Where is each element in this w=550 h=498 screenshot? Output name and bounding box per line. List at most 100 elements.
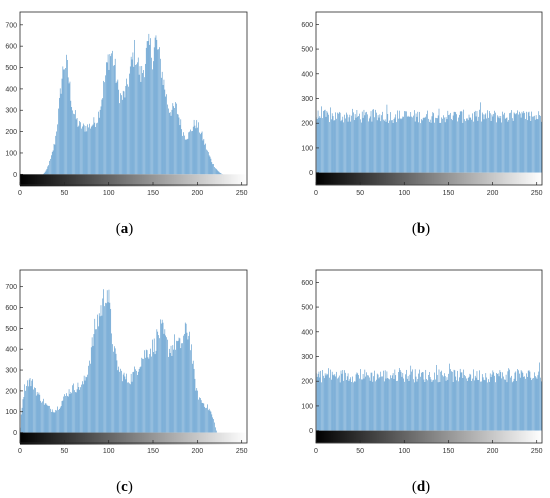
histogram-bar — [468, 376, 470, 431]
histogram-bar — [323, 375, 324, 431]
histogram-bar — [328, 368, 329, 431]
histogram-bar — [331, 119, 332, 173]
histogram-bar — [35, 388, 36, 433]
histogram-bar — [358, 375, 359, 431]
histogram-bar — [424, 382, 426, 431]
histogram-bar — [121, 99, 123, 175]
histogram-bar — [86, 377, 88, 433]
histogram-bar — [329, 122, 330, 173]
histogram-bar — [534, 372, 535, 431]
histogram-bar — [203, 403, 205, 433]
histogram-bar — [357, 373, 359, 431]
histogram-bar — [150, 348, 151, 433]
histogram-bar — [90, 128, 91, 175]
histogram-bar — [496, 122, 497, 173]
histogram-bar — [123, 372, 125, 433]
histogram-bar — [43, 398, 44, 433]
histogram-bar — [338, 111, 340, 173]
histogram-bar — [387, 113, 389, 173]
histogram-bar — [122, 374, 124, 433]
histogram-bar — [373, 109, 374, 173]
histogram-bar — [367, 114, 368, 173]
histogram-bar — [479, 109, 480, 173]
histogram-bar — [176, 340, 177, 433]
histogram-bar — [211, 162, 213, 175]
histogram-bar — [127, 84, 128, 175]
histogram-bar — [369, 380, 371, 431]
histogram-bar — [415, 376, 417, 431]
histogram-bar — [519, 373, 520, 431]
histogram-bar — [187, 138, 189, 175]
histogram-bar — [64, 69, 65, 175]
histogram-bar — [388, 123, 389, 173]
histogram-bar — [134, 39, 135, 175]
histogram-bar — [51, 151, 53, 175]
histogram-bar — [408, 116, 410, 173]
histogram-bar — [207, 152, 209, 175]
histogram-bar — [100, 106, 102, 175]
histogram-bar — [398, 372, 399, 431]
histogram-bar — [153, 47, 155, 175]
histogram-bar — [398, 118, 399, 173]
histogram-bar — [146, 41, 148, 175]
histogram-bar — [410, 365, 412, 431]
histogram-bar — [469, 117, 471, 173]
histogram-bar — [317, 373, 319, 431]
histogram-bar — [88, 365, 89, 433]
histogram-bar — [502, 111, 503, 173]
histogram-bar — [42, 401, 43, 433]
histogram-bar — [195, 390, 197, 433]
histogram-bar — [47, 166, 49, 175]
histogram-bar — [413, 115, 414, 173]
histogram-bar — [102, 98, 104, 175]
histogram-bar — [349, 114, 351, 173]
histogram-bar — [217, 170, 219, 175]
histogram-bar — [419, 369, 420, 431]
histogram-bar — [316, 376, 318, 431]
histogram-bar — [518, 114, 519, 173]
histogram-bar — [97, 314, 98, 433]
histogram-bar — [59, 409, 60, 433]
histogram-bar — [170, 345, 172, 433]
histogram-bar — [533, 116, 534, 173]
histogram-bar — [374, 117, 375, 173]
histogram-bar — [476, 371, 478, 431]
histogram-bar — [101, 99, 103, 175]
histogram-bar — [318, 117, 320, 173]
histogram-bar — [376, 373, 378, 431]
histogram-bar — [197, 127, 198, 175]
histogram-bar — [390, 375, 391, 431]
histogram-bar — [539, 115, 540, 173]
histogram-bar — [478, 380, 480, 431]
histogram-bar — [402, 116, 404, 173]
histogram-bar — [91, 337, 93, 433]
histogram-bar — [336, 118, 337, 173]
histogram-bar — [323, 111, 324, 173]
histogram-bar — [338, 377, 339, 431]
histogram-bar — [319, 377, 321, 431]
histogram-bar — [531, 111, 532, 173]
histogram-bar — [127, 382, 128, 433]
histogram-bar — [177, 114, 179, 175]
histogram-bar — [481, 381, 482, 431]
histogram-bar — [114, 58, 116, 175]
histogram-bar — [501, 122, 502, 173]
histogram-bar — [523, 111, 525, 173]
axes-frame — [19, 269, 248, 444]
histogram-bar — [451, 120, 453, 173]
y-tick-label: 0 — [309, 170, 313, 177]
histogram-bar — [175, 102, 176, 175]
histogram-bar — [59, 407, 61, 433]
histogram-bar — [487, 382, 488, 431]
histogram-bar — [211, 414, 213, 433]
histogram-bar — [48, 405, 49, 433]
histogram-bar — [467, 377, 469, 431]
histogram-bar — [375, 381, 376, 431]
histogram-bar — [106, 62, 107, 175]
histogram-bar — [55, 135, 57, 175]
histogram-bar — [393, 118, 395, 173]
histogram-bar — [186, 139, 188, 175]
histogram-bar — [23, 396, 25, 433]
histogram-bar — [80, 122, 81, 175]
histogram-bar — [497, 117, 499, 173]
